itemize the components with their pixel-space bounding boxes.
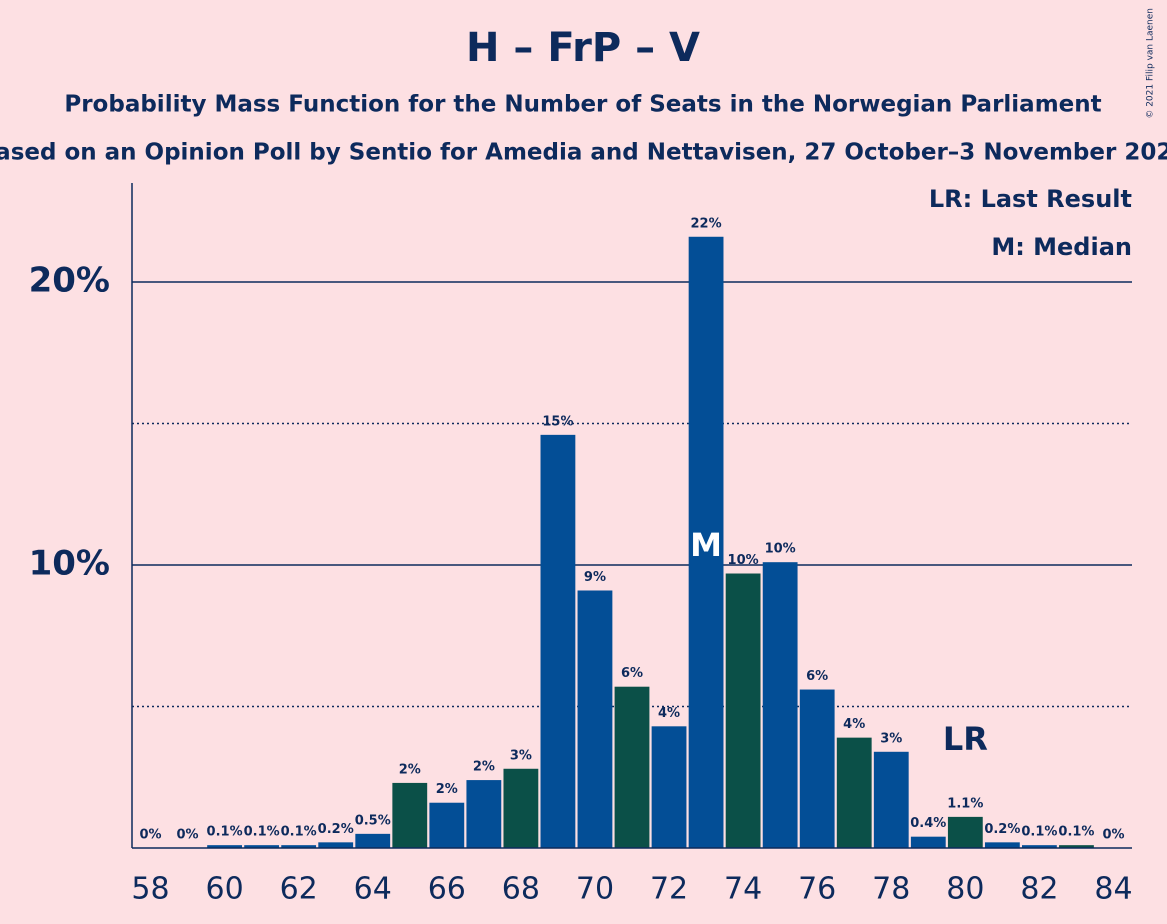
bar <box>1022 845 1057 848</box>
bar <box>910 836 946 848</box>
x-tick-label: 70 <box>576 872 614 907</box>
x-tick-label: 64 <box>354 872 392 907</box>
bar <box>1059 845 1094 848</box>
value-label: 0% <box>1102 828 1124 843</box>
bar <box>281 845 317 848</box>
value-label: 10% <box>765 542 796 557</box>
bar <box>873 751 909 848</box>
x-tick-label: 82 <box>1020 872 1058 907</box>
value-label: 0.2% <box>318 822 354 837</box>
bar <box>984 842 1020 848</box>
x-tick-label: 72 <box>650 872 688 907</box>
value-label: 15% <box>542 414 573 429</box>
x-tick-label: 68 <box>502 872 540 907</box>
bar <box>799 689 835 848</box>
value-label: 0.1% <box>207 825 243 840</box>
value-label: 6% <box>621 666 643 681</box>
bar <box>355 833 391 848</box>
chart-subtitle: Based on an Opinion Poll by Sentio for A… <box>0 140 1167 166</box>
value-label: 1.1% <box>947 796 983 811</box>
bar <box>725 573 761 848</box>
value-label: 6% <box>806 669 828 684</box>
x-tick-label: 66 <box>428 872 466 907</box>
value-label: 10% <box>728 553 759 568</box>
bar <box>392 782 428 848</box>
chart-title: H – FrP – V <box>466 25 700 71</box>
y-tick-label: 20% <box>29 261 110 301</box>
x-tick-label: 84 <box>1094 872 1132 907</box>
value-label: 2% <box>436 782 458 797</box>
value-label: 0.1% <box>1058 825 1094 840</box>
value-label: 2% <box>399 762 421 777</box>
value-label: 0.5% <box>355 813 391 828</box>
x-tick-label: 80 <box>946 872 984 907</box>
legend-note: M: Median <box>991 233 1132 261</box>
last-result-marker: LR <box>943 720 988 758</box>
bar <box>836 737 872 848</box>
bar <box>577 590 613 848</box>
x-tick-label: 62 <box>280 872 318 907</box>
x-tick-label: 74 <box>724 872 762 907</box>
bar <box>503 768 539 848</box>
value-label: 3% <box>510 748 532 763</box>
bar <box>947 816 983 848</box>
bar <box>466 780 502 848</box>
x-tick-label: 58 <box>131 872 169 907</box>
median-marker: M <box>690 526 722 564</box>
value-label: 22% <box>691 216 722 231</box>
value-label: 0% <box>139 828 161 843</box>
bar <box>540 434 576 848</box>
bar <box>688 236 724 848</box>
value-label: 2% <box>473 760 495 775</box>
legend-note: LR: Last Result <box>929 185 1132 213</box>
bar <box>318 842 354 848</box>
value-label: 0% <box>177 828 199 843</box>
bar <box>651 726 687 848</box>
value-label: 0.1% <box>281 825 317 840</box>
y-tick-label: 10% <box>29 544 110 584</box>
chart-subtitle: Probability Mass Function for the Number… <box>64 92 1101 118</box>
value-label: 4% <box>843 717 865 732</box>
value-label: 0.1% <box>244 825 280 840</box>
bar <box>244 845 280 848</box>
bar <box>429 802 465 848</box>
bar <box>207 845 242 848</box>
x-tick-label: 76 <box>798 872 836 907</box>
x-tick-label: 78 <box>872 872 910 907</box>
value-label: 0.2% <box>984 822 1020 837</box>
x-tick-label: 60 <box>205 872 243 907</box>
value-label: 0.1% <box>1021 825 1057 840</box>
value-label: 3% <box>880 731 902 746</box>
bar <box>614 686 650 848</box>
bar <box>762 562 798 848</box>
credit: © 2021 Filip van Laenen <box>1146 8 1156 119</box>
value-label: 0.4% <box>910 816 946 831</box>
value-label: 4% <box>658 706 680 721</box>
value-label: 9% <box>584 570 606 585</box>
